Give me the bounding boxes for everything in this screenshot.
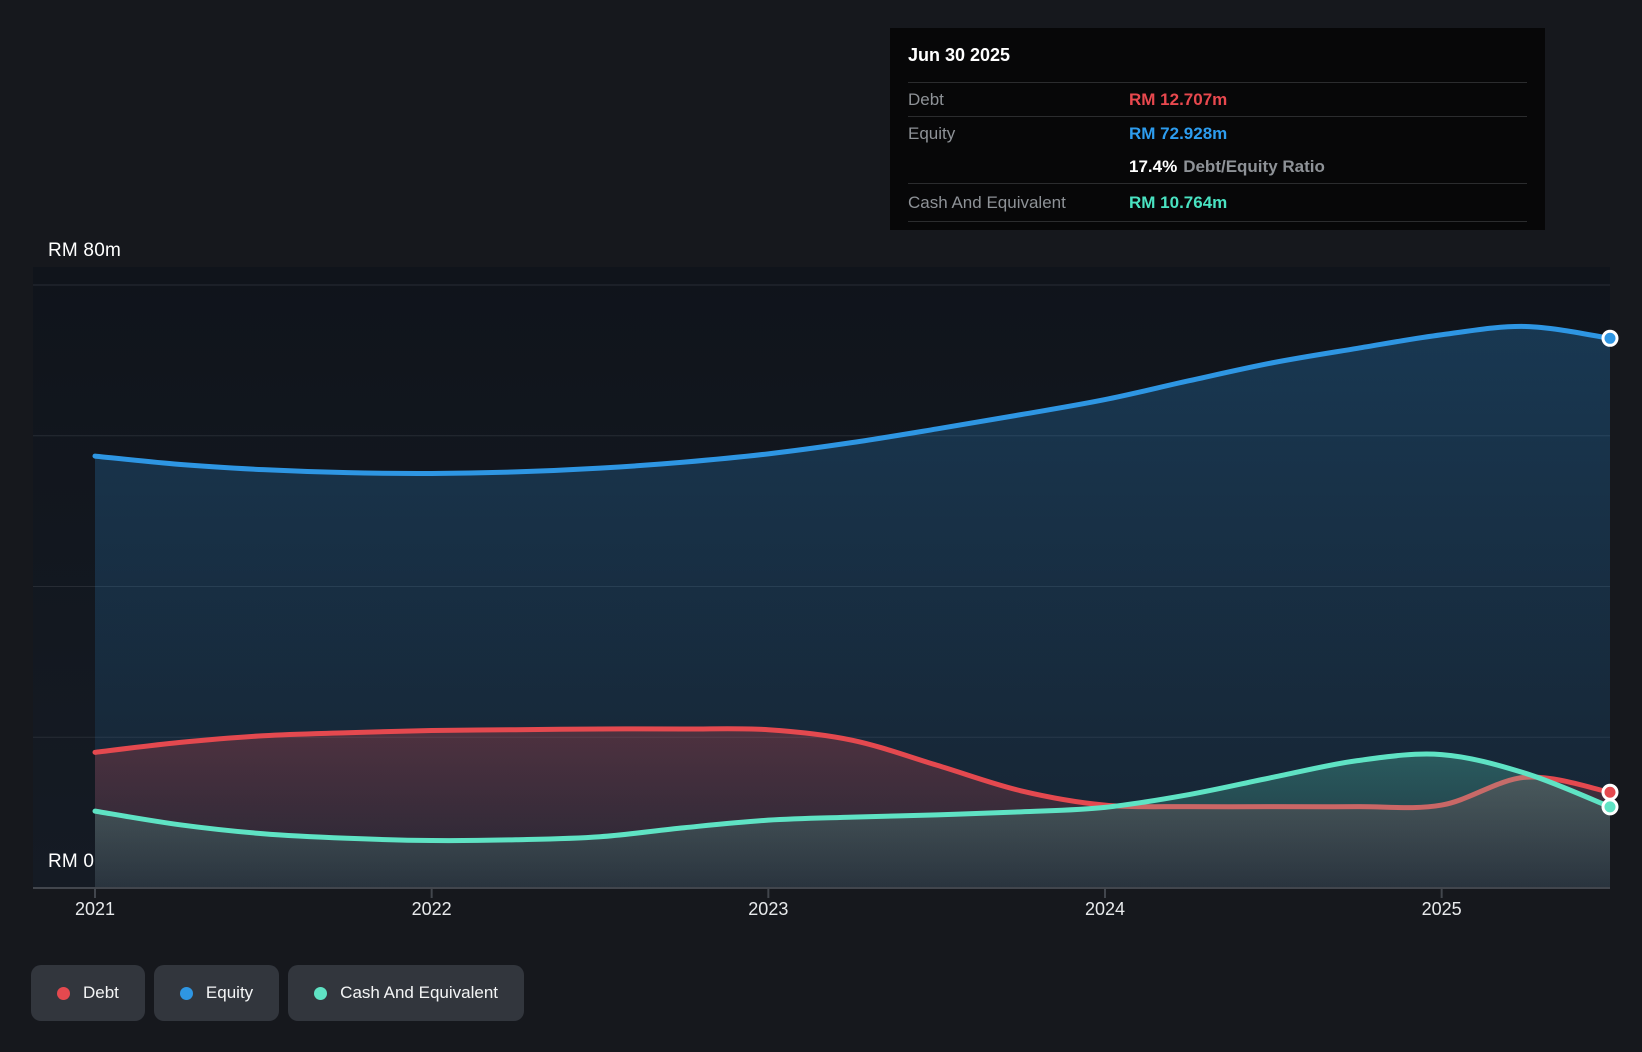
tooltip-date: Jun 30 2025 — [908, 44, 1011, 65]
tooltip-equity-value: RM 72.928m — [1129, 123, 1228, 143]
tooltip-row-cash: Cash And Equivalent RM 10.764m — [908, 183, 1527, 222]
legend: Debt Equity Cash And Equivalent — [31, 965, 525, 1021]
tooltip-debt-value: RM 12.707m — [1129, 89, 1228, 109]
x-axis-label: 2024 — [1084, 899, 1126, 919]
tooltip-row-equity: Equity RM 72.928m — [908, 116, 1527, 150]
legend-item-debt[interactable]: Debt — [31, 965, 145, 1021]
legend-item-cash[interactable]: Cash And Equivalent — [288, 965, 525, 1021]
chart-tooltip: Jun 30 2025 Debt RM 12.707m Equity RM 72… — [890, 28, 1545, 230]
x-axis-label: 2023 — [748, 899, 789, 919]
tooltip-ratio: 17.4% Debt/Equity Ratio — [1129, 157, 1527, 177]
cash-series-dot-icon — [314, 986, 328, 1000]
x-axis-label: 2025 — [1421, 899, 1462, 919]
tooltip-ratio-label: Debt/Equity Ratio — [1183, 156, 1325, 176]
tooltip-row-ratio: 17.4% Debt/Equity Ratio — [908, 150, 1527, 183]
legend-label-equity: Equity — [205, 983, 254, 1002]
tooltip-debt-label: Debt — [908, 89, 944, 109]
y-axis-label-zero: RM 0 — [48, 851, 95, 872]
x-axis-label: 2021 — [74, 899, 116, 919]
legend-label-cash: Cash And Equivalent — [340, 983, 499, 1002]
x-axis-label: 2022 — [411, 899, 452, 919]
debt-series-dot-icon — [57, 986, 70, 1000]
legend-label-debt: Debt — [83, 983, 119, 1002]
equity-series-dot-icon — [179, 986, 193, 1000]
tooltip-equity-label: Equity — [908, 123, 956, 143]
y-axis-label-max: RM 80m — [48, 240, 121, 261]
tooltip-ratio-value: 17.4% — [1129, 156, 1178, 176]
tooltip-cash-label: Cash And Equivalent — [908, 192, 1066, 212]
tooltip-cash-value: RM 10.764m — [1129, 192, 1228, 212]
tooltip-row-debt: Debt RM 12.707m — [908, 82, 1527, 116]
legend-item-equity[interactable]: Equity — [153, 965, 280, 1021]
